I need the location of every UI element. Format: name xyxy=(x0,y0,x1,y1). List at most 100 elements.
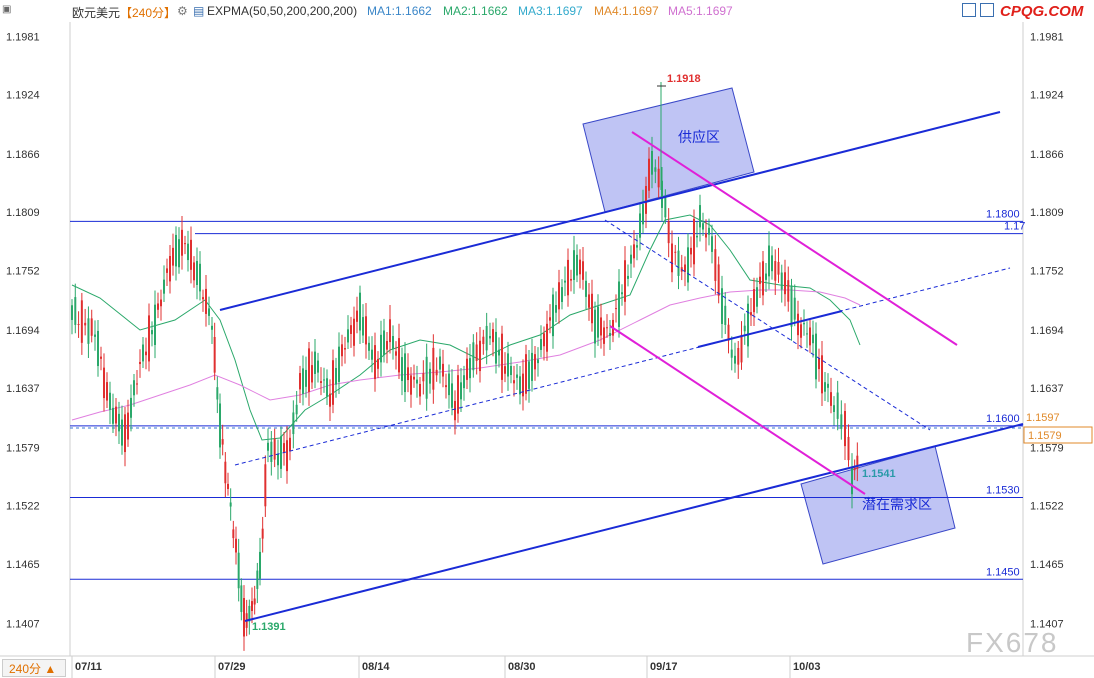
candle-body-225 xyxy=(753,289,755,313)
candle-body-238 xyxy=(793,297,796,320)
candle-body-96 xyxy=(356,310,358,322)
candle-body-120 xyxy=(429,368,431,384)
candle-body-16 xyxy=(121,419,123,446)
candle-body-245 xyxy=(815,333,817,380)
candle-body-123 xyxy=(439,356,441,370)
candle-body-169 xyxy=(579,259,581,275)
candle-body-187 xyxy=(633,244,635,259)
level-label-0: 1.1800 xyxy=(986,208,1020,220)
candle-body-43 xyxy=(202,297,204,300)
candle-body-231 xyxy=(771,255,773,272)
candle-body-91 xyxy=(341,344,343,357)
x-tick-3: 08/30 xyxy=(508,661,536,673)
candle-body-162 xyxy=(558,282,560,310)
candle-body-93 xyxy=(347,329,349,343)
candle-body-155 xyxy=(537,359,539,364)
candle-body-98 xyxy=(362,317,364,336)
candle-body-51 xyxy=(224,461,227,484)
y-tick-left-6: 1.1637 xyxy=(6,383,40,395)
candle-body-254 xyxy=(844,411,846,447)
candle-body-149 xyxy=(519,376,521,395)
candle-body-213 xyxy=(714,249,717,281)
candle-body-217 xyxy=(727,324,730,341)
candle-body-233 xyxy=(777,261,780,275)
candle-body-219 xyxy=(734,355,736,364)
candle-body-257 xyxy=(853,465,856,471)
candle-body-164 xyxy=(564,280,566,283)
candle-body-190 xyxy=(642,204,644,225)
candle-body-117 xyxy=(419,383,421,397)
x-tick-0: 07/11 xyxy=(75,661,102,673)
y-tick-left-5: 1.1694 xyxy=(6,325,40,337)
candle-body-58 xyxy=(243,598,245,637)
candle-body-220 xyxy=(737,347,740,365)
candle-body-179 xyxy=(609,333,611,336)
candle-body-68 xyxy=(270,441,273,462)
candle-body-25 xyxy=(148,315,150,362)
candle-body-31 xyxy=(166,268,168,273)
candle-body-54 xyxy=(232,529,235,539)
y-tick-right-1: 1.1924 xyxy=(1030,90,1064,102)
candle-body-57 xyxy=(240,585,243,612)
candle-body-7 xyxy=(94,334,96,337)
candle-body-104 xyxy=(380,334,382,363)
candle-body-47 xyxy=(213,336,216,373)
candle-body-115 xyxy=(413,376,415,380)
candle-body-49 xyxy=(219,403,221,448)
menu-icon[interactable]: ▣ xyxy=(2,4,12,15)
candle-body-79 xyxy=(305,369,307,387)
chart-icon[interactable]: ▤ xyxy=(193,4,205,18)
candle-body-125 xyxy=(445,385,447,388)
symbol-name: 欧元美元 xyxy=(72,6,121,20)
x-tick-4: 09/17 xyxy=(650,661,678,673)
candle-body-172 xyxy=(588,294,590,308)
candle-body-84 xyxy=(320,381,322,383)
demand-zone xyxy=(800,445,956,565)
candle-body-160 xyxy=(552,294,554,337)
candle-body-145 xyxy=(507,353,509,377)
lower-channel-line xyxy=(244,423,1024,622)
candle-body-73 xyxy=(286,440,288,472)
candle-body-210 xyxy=(705,233,707,238)
candle-body-85 xyxy=(323,379,325,381)
candle-body-244 xyxy=(812,334,814,344)
recent-low-label: 1.1541 xyxy=(862,468,896,480)
candle-body-87 xyxy=(329,393,331,407)
candle-body-256 xyxy=(851,466,853,495)
candle-body-137 xyxy=(482,336,485,345)
candle-body-5 xyxy=(87,318,90,344)
candle-body-173 xyxy=(591,293,593,324)
candle-body-122 xyxy=(435,369,438,376)
y-tick-right-10: 1.1407 xyxy=(1030,618,1064,630)
candle-body-176 xyxy=(600,317,602,336)
candle-body-81 xyxy=(311,365,313,383)
candle-body-97 xyxy=(359,292,361,331)
gear-icon[interactable]: ⚙ xyxy=(177,4,188,18)
candle-body-19 xyxy=(130,397,132,418)
candle-body-133 xyxy=(469,358,471,379)
period-button[interactable]: 240分 ▲ xyxy=(2,659,66,677)
candle-body-71 xyxy=(280,436,282,469)
candle-body-183 xyxy=(621,292,623,295)
y-tick-right-5: 1.1694 xyxy=(1030,325,1064,337)
candle-body-258 xyxy=(856,455,859,470)
candle-body-235 xyxy=(784,272,786,295)
candle-body-186 xyxy=(630,254,632,264)
candle-body-253 xyxy=(840,414,843,429)
zoom-icon[interactable] xyxy=(962,3,976,17)
candle-body-39 xyxy=(190,239,192,270)
candle-body-188 xyxy=(636,245,638,248)
candle-body-192 xyxy=(648,158,650,191)
candle-body-61 xyxy=(251,601,253,612)
current-price-tag: 1.1579 xyxy=(1028,430,1062,442)
candle-body-15 xyxy=(118,413,120,432)
candle-body-158 xyxy=(546,323,548,352)
candle-body-159 xyxy=(549,317,551,321)
candle-body-252 xyxy=(836,392,839,419)
y-tick-right-6: 1.1637 xyxy=(1030,383,1064,395)
candle-body-236 xyxy=(787,280,790,302)
candle-body-92 xyxy=(344,348,346,350)
y-tick-left-10: 1.1407 xyxy=(6,618,40,630)
fullscreen-icon[interactable] xyxy=(980,3,994,17)
